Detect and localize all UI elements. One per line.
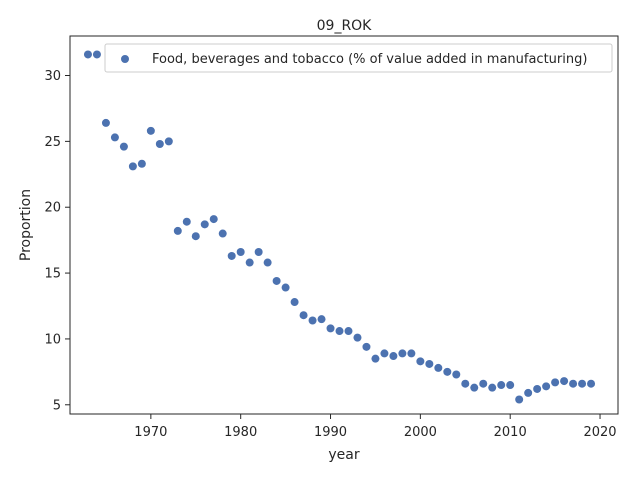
data-point xyxy=(164,137,173,146)
data-points xyxy=(83,50,596,404)
data-point xyxy=(236,248,245,256)
data-point xyxy=(182,217,191,226)
data-point xyxy=(560,377,569,386)
y-tick-label: 20 xyxy=(44,201,61,216)
data-point xyxy=(209,215,218,224)
data-point xyxy=(191,232,200,241)
data-point xyxy=(317,315,326,324)
x-tick-label: 2010 xyxy=(494,425,527,440)
plot-area: 1970 1980 1990 2000 2010 2020 5 10 15 20 25 30 xyxy=(44,35,619,440)
y-tick-label: 25 xyxy=(44,135,61,150)
y-axis-label: Proportion xyxy=(18,189,34,261)
data-point xyxy=(452,370,461,379)
data-point xyxy=(128,162,137,171)
data-point xyxy=(578,379,587,388)
data-point xyxy=(497,381,506,390)
data-point xyxy=(119,142,128,151)
data-point xyxy=(533,384,542,393)
legend: Food, beverages and tobacco (% of value … xyxy=(104,43,613,73)
y-tick-label: 5 xyxy=(53,398,61,413)
data-point xyxy=(362,342,371,351)
data-point xyxy=(110,133,119,142)
x-tick-label: 1980 xyxy=(224,425,257,440)
data-point xyxy=(353,333,362,342)
x-tick-label: 2000 xyxy=(404,425,437,440)
data-point xyxy=(299,311,308,320)
plot-frame xyxy=(69,35,619,415)
data-point xyxy=(290,298,299,307)
data-point xyxy=(326,324,335,333)
chart-title: 09_ROK xyxy=(317,18,373,34)
data-point xyxy=(308,316,317,325)
data-point xyxy=(551,378,560,387)
data-point xyxy=(587,379,596,388)
data-point xyxy=(218,229,227,238)
data-point xyxy=(272,276,281,285)
legend-box xyxy=(104,43,613,73)
data-point xyxy=(83,50,92,59)
data-point xyxy=(281,283,290,292)
data-point xyxy=(524,388,533,397)
data-point xyxy=(380,349,389,358)
data-point xyxy=(344,327,353,336)
data-point xyxy=(542,382,551,391)
data-point xyxy=(398,349,407,358)
legend-marker xyxy=(121,55,129,63)
data-point xyxy=(461,379,470,388)
y-tick-label: 15 xyxy=(44,267,61,282)
y-tick-label: 10 xyxy=(44,332,61,347)
data-point xyxy=(146,126,155,135)
y-tick-label: 30 xyxy=(44,69,61,84)
data-point xyxy=(137,159,146,168)
data-point xyxy=(200,220,209,229)
data-point xyxy=(434,363,443,372)
data-point xyxy=(479,379,488,388)
x-tick-label: 1970 xyxy=(134,425,167,440)
data-point xyxy=(389,352,398,361)
data-point xyxy=(506,381,515,390)
data-point xyxy=(470,383,479,392)
data-point xyxy=(155,140,164,148)
data-point xyxy=(101,118,110,127)
data-point xyxy=(425,359,434,368)
x-tick-label: 2020 xyxy=(583,425,616,440)
data-point xyxy=(443,367,452,376)
data-point xyxy=(371,354,380,363)
data-point xyxy=(407,349,416,358)
data-point xyxy=(335,327,344,336)
x-axis: 1970 1980 1990 2000 2010 2020 xyxy=(134,414,617,440)
y-axis: 5 10 15 20 25 30 xyxy=(44,69,70,413)
data-point xyxy=(488,383,497,392)
data-point xyxy=(263,258,272,267)
data-point xyxy=(227,251,236,260)
data-point xyxy=(569,379,578,388)
data-point xyxy=(254,248,263,256)
data-point xyxy=(173,226,182,235)
data-point xyxy=(245,258,254,267)
x-axis-label: year xyxy=(328,447,359,463)
x-tick-label: 1990 xyxy=(314,425,347,440)
legend-label: Food, beverages and tobacco (% of value … xyxy=(152,52,587,67)
data-point xyxy=(416,357,425,366)
data-point xyxy=(515,395,524,404)
data-point xyxy=(92,50,101,59)
